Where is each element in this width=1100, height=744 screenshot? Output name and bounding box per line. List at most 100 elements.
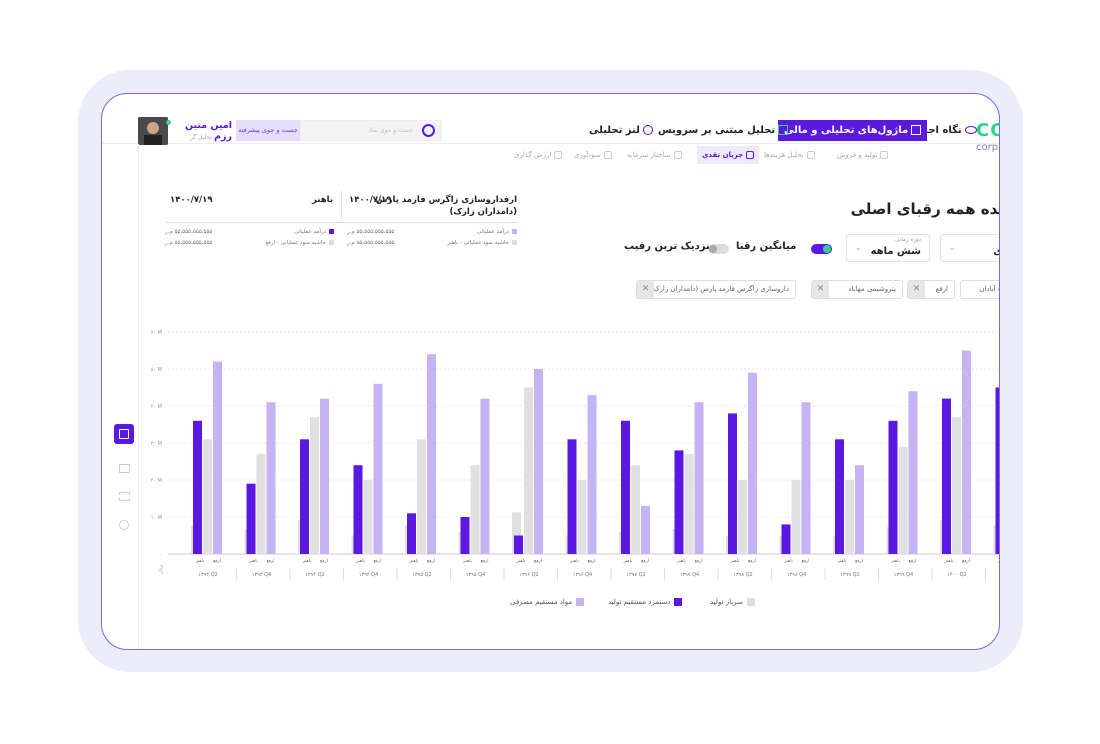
toggle-nearest-competitor[interactable] — [708, 244, 729, 254]
expand-icon[interactable] — [119, 492, 130, 501]
chip-label: فت آبادان — [979, 285, 999, 293]
y-tick-label: ۴۰ M — [151, 404, 162, 410]
legend-swatch — [674, 598, 683, 606]
legend-item[interactable]: سربار تولید — [710, 598, 755, 606]
cash-flow-icon — [746, 151, 755, 159]
subnav-label: ساختار سرمایه — [627, 151, 671, 159]
bar-overhead — [898, 446, 908, 554]
close-icon[interactable]: ✕ — [908, 281, 925, 298]
close-icon[interactable]: ✕ — [637, 281, 654, 298]
bar-label: ارفع — [855, 559, 863, 564]
x-tick-label: ۱۳۹۷ Q2 — [626, 572, 645, 578]
nav-analytic-lens[interactable]: لنز تحلیلی — [589, 120, 653, 141]
chip-label: پتروشیمی مهاباد — [848, 285, 896, 293]
logo[interactable]: CO — [976, 120, 999, 141]
bar-labor — [246, 483, 256, 554]
x-tick-label: ۱۳۹۳ Q4 — [252, 572, 271, 578]
profit-icon — [603, 151, 612, 159]
app-screen: امین متین رزم تحلیل گر جست و جوی پیشرفته… — [101, 93, 1000, 650]
subnav-cash-flow[interactable]: جریان نقدی — [697, 146, 760, 164]
online-status-dot — [166, 120, 171, 125]
legend-swatch — [512, 240, 517, 245]
legend-swatch — [576, 598, 585, 606]
cost-icon — [806, 151, 815, 159]
bar-overhead-secondary — [512, 512, 521, 554]
search-input[interactable]: جست و جوی نماد — [300, 120, 442, 141]
close-icon[interactable]: ✕ — [812, 281, 829, 298]
bar-labor — [407, 513, 416, 554]
bar-label: ارفع — [802, 559, 810, 564]
bar-materials — [855, 465, 864, 554]
period-value: شش ماهه — [870, 246, 921, 257]
bar-labor — [353, 465, 363, 554]
bar-overhead — [631, 465, 640, 554]
bar-materials — [373, 383, 383, 554]
subnav-label: جریان نقدی — [702, 151, 744, 159]
bar-label: باهنر — [890, 559, 900, 564]
search-icon — [422, 124, 435, 137]
subnav-valuation[interactable]: ارزش گذاری — [514, 146, 563, 164]
x-tick-label: ۱۳۹۵ Q2 — [412, 572, 431, 578]
legend-item[interactable]: مواد مستقیم مصرفی — [510, 598, 585, 606]
bar-label: باهنر — [355, 559, 365, 564]
filter-chip[interactable]: ✕ پتروشیمی مهاباد — [811, 280, 903, 299]
y-tick-label: ۲۰ M — [151, 478, 162, 484]
bar-materials — [213, 361, 222, 554]
bar-materials — [266, 402, 276, 554]
bar-label: ارفع — [427, 559, 435, 564]
legend-swatch — [512, 229, 517, 234]
filter-chip[interactable]: ✕ ارفع — [907, 280, 955, 299]
bar-materials — [480, 398, 490, 554]
search-placeholder: جست و جوی نماد — [368, 127, 413, 134]
download-icon[interactable] — [114, 424, 134, 444]
subnav-capital-structure[interactable]: ساختار سرمایه — [627, 146, 682, 164]
nav-analytic-modules[interactable]: ماژول‌های تحلیلی و مالی — [778, 120, 928, 141]
toggle-knob — [709, 245, 717, 253]
period-select[interactable]: دوره زمانی شش ماهه ⌄ — [846, 234, 930, 262]
bar-label: ارفع — [695, 559, 703, 564]
advanced-search-button[interactable]: جست و جوی پیشرفته — [236, 120, 300, 141]
bar-materials — [962, 350, 971, 554]
info-row-label: درآمد عملیاتی — [294, 229, 326, 235]
x-tick-label: ۱۳۹۶ Q2 — [519, 572, 538, 578]
settings-icon[interactable] — [119, 520, 129, 530]
bar-label: باهنر — [944, 559, 954, 564]
filter-chip[interactable]: فت آبادان — [960, 280, 999, 299]
y-tick-label: ۱۰ M — [151, 515, 162, 521]
info-row-value: ۵۵،۵۵۵،۵۵۵،۵۵۵ م.ر — [165, 240, 213, 246]
user-name: امین متین رزم — [184, 120, 232, 142]
avatar[interactable] — [138, 117, 168, 145]
y-tick-label: ۶۰ M — [151, 330, 162, 336]
x-tick-label: ۱۳۹۵ Q4 — [466, 572, 485, 578]
chip-label: داروسازی زاگرس فارمد پارس (دامداران زارک… — [650, 285, 790, 293]
bar-label: باهنر — [676, 559, 686, 564]
bar-label: ارفع — [748, 559, 756, 564]
bar-labor — [888, 420, 898, 554]
legend-item[interactable]: دستمزد مستقیم تولید — [608, 598, 683, 606]
bar-labor — [781, 524, 791, 554]
nav-overview[interactable]: نگاه اجمالی — [904, 120, 977, 141]
bar-overhead — [791, 480, 801, 554]
nav-service-analysis[interactable]: تحلیل مبتنی بر سرویس — [658, 120, 789, 141]
bar-label: باهنر — [623, 559, 633, 564]
subnav-cost-analysis[interactable]: تحلیل هزینه‌ها — [764, 146, 815, 164]
filter-chip[interactable]: ✕ داروسازی زاگرس فارمد پارس (دامداران زار… — [636, 280, 796, 299]
screen-icon[interactable] — [119, 464, 130, 473]
other-select[interactable]: ای ⌄ — [940, 234, 999, 262]
info-name-mid: باهنر — [312, 195, 334, 205]
toggle-avg-competitors[interactable] — [811, 244, 832, 254]
info-row-value: ۵۵،۵۵۵،۵۵۵،۵۵۵ م.ر — [347, 240, 395, 246]
bar-materials — [908, 391, 918, 554]
y-tick-label: ۵۰ M — [151, 367, 162, 373]
page-title: شده همه رقبای اصلی — [850, 200, 1000, 218]
bar-label: ارفع — [374, 559, 382, 564]
subnav-profitability[interactable]: سودآوری — [574, 146, 612, 164]
subnav-production-sales[interactable]: تولید و فروش — [837, 146, 889, 164]
info-hdivider — [165, 222, 517, 223]
x-tick-label: ۱۳۹۶ Q4 — [573, 572, 592, 578]
top-bar — [102, 94, 999, 144]
bar-label: باهنر — [516, 559, 526, 564]
logo-subtitle: corp — [976, 142, 999, 153]
info-row-value: ۵۵،۵۵۵،۵۵۵،۵۵۵ م.ر — [347, 229, 395, 235]
bar-materials — [587, 394, 597, 554]
